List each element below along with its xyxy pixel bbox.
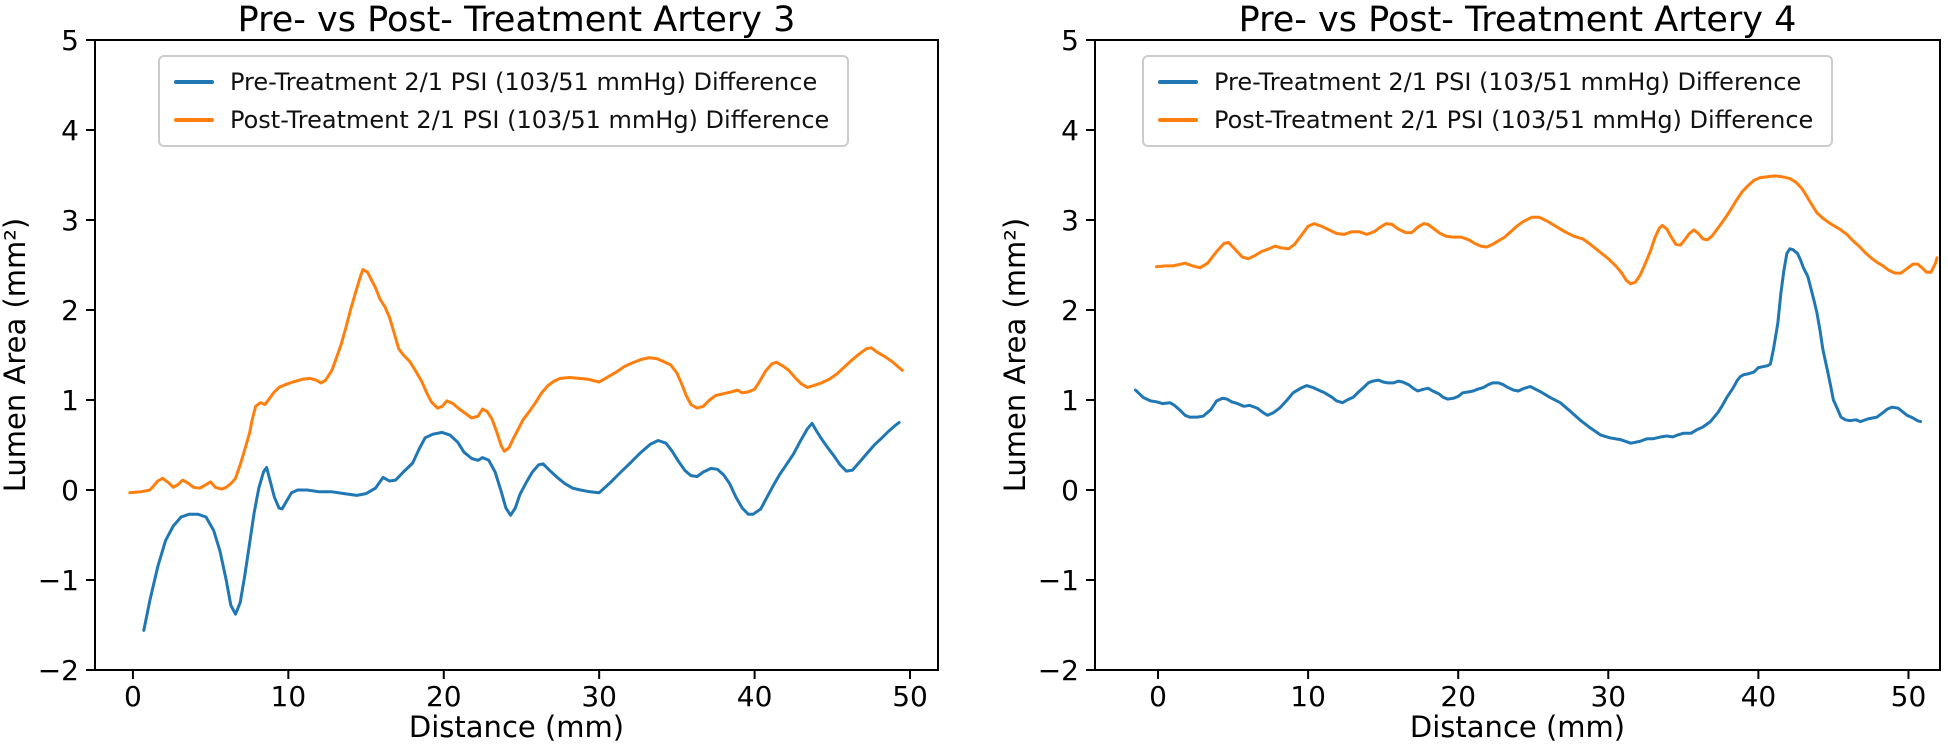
legend-line-post-treatment-icon bbox=[174, 118, 214, 122]
legend-label-post-treatment: Post-Treatment 2/1 PSI (103/51 mmHg) Dif… bbox=[1214, 106, 1814, 134]
legend-item-post-treatment: Post-Treatment 2/1 PSI (103/51 mmHg) Dif… bbox=[1158, 104, 1813, 136]
post-treatment-line bbox=[1155, 174, 1939, 286]
chart-title: Pre- vs Post- Treatment Artery 4 bbox=[1239, 0, 1797, 40]
x-tick-label: 0 bbox=[1149, 680, 1167, 713]
pre-treatment-line bbox=[142, 421, 901, 632]
x-tick-label: 40 bbox=[1741, 680, 1777, 713]
legend-line-post-treatment-icon bbox=[1158, 118, 1198, 122]
legend-item-pre-treatment: Pre-Treatment 2/1 PSI (103/51 mmHg) Diff… bbox=[1158, 66, 1813, 98]
chart-artery-4: 0 10 20 30 40 50 −2 −1 0 1 2 3 4 5 Pre- vs Post- Treat… bbox=[998, 0, 1941, 744]
legend-label-pre-treatment: Pre-Treatment 2/1 PSI (103/51 mmHg) Diff… bbox=[1214, 68, 1802, 96]
x-tick-label: 30 bbox=[1590, 680, 1626, 713]
y-tick-label: 3 bbox=[61, 204, 79, 237]
x-axis-label: Distance (mm) bbox=[409, 710, 624, 744]
x-axis-label: Distance (mm) bbox=[1410, 710, 1625, 744]
y-tick-label: −2 bbox=[38, 654, 79, 687]
legend-item-post-treatment: Post-Treatment 2/1 PSI (103/51 mmHg) Dif… bbox=[174, 104, 829, 136]
y-tick-label: 1 bbox=[61, 384, 79, 417]
legend-line-pre-treatment-icon bbox=[174, 80, 214, 84]
y-axis-label: Lumen Area (mm²) bbox=[0, 218, 32, 492]
post-treatment-line bbox=[128, 268, 904, 495]
legend-artery-4: Pre-Treatment 2/1 PSI (103/51 mmHg) Diff… bbox=[1142, 55, 1834, 147]
x-tick-label: 10 bbox=[271, 680, 307, 713]
pre-treatment-line bbox=[1134, 247, 1922, 445]
x-tick-label: 30 bbox=[581, 680, 617, 713]
legend-label-pre-treatment: Pre-Treatment 2/1 PSI (103/51 mmHg) Diff… bbox=[230, 68, 818, 96]
y-tick-label: 1 bbox=[1061, 384, 1079, 417]
x-tick-label: 10 bbox=[1290, 680, 1326, 713]
x-tick-label: 0 bbox=[124, 680, 142, 713]
legend-line-pre-treatment-icon bbox=[1158, 80, 1198, 84]
y-tick-label: 5 bbox=[61, 24, 79, 57]
x-tick-label: 50 bbox=[892, 680, 928, 713]
y-tick-label: −1 bbox=[1038, 564, 1079, 597]
legend-item-pre-treatment: Pre-Treatment 2/1 PSI (103/51 mmHg) Diff… bbox=[174, 66, 829, 98]
chart-title: Pre- vs Post- Treatment Artery 3 bbox=[238, 0, 796, 40]
legend-label-post-treatment: Post-Treatment 2/1 PSI (103/51 mmHg) Dif… bbox=[230, 106, 830, 134]
chart-artery-3: 0 10 20 30 40 50 −2 −1 0 1 2 3 4 5 Pre- vs Post- Treat… bbox=[0, 0, 939, 744]
y-tick-label: 3 bbox=[1061, 204, 1079, 237]
y-tick-label: 4 bbox=[61, 114, 79, 147]
y-tick-label: −2 bbox=[1038, 654, 1079, 687]
plot-area bbox=[1094, 39, 1941, 671]
legend-artery-3: Pre-Treatment 2/1 PSI (103/51 mmHg) Diff… bbox=[158, 55, 850, 147]
plot-area bbox=[94, 39, 939, 671]
y-tick-label: 5 bbox=[1061, 24, 1079, 57]
y-tick-label: 0 bbox=[61, 474, 79, 507]
x-tick-label: 50 bbox=[1891, 680, 1927, 713]
y-tick-label: −1 bbox=[38, 564, 79, 597]
y-axis-label: Lumen Area (mm²) bbox=[998, 218, 1032, 492]
x-tick-label: 20 bbox=[1440, 680, 1476, 713]
x-tick-label: 20 bbox=[426, 680, 462, 713]
y-tick-label: 0 bbox=[1061, 474, 1079, 507]
y-tick-label: 2 bbox=[61, 294, 79, 327]
x-tick-label: 40 bbox=[737, 680, 773, 713]
y-tick-label: 4 bbox=[1061, 114, 1079, 147]
y-tick-label: 2 bbox=[1061, 294, 1079, 327]
